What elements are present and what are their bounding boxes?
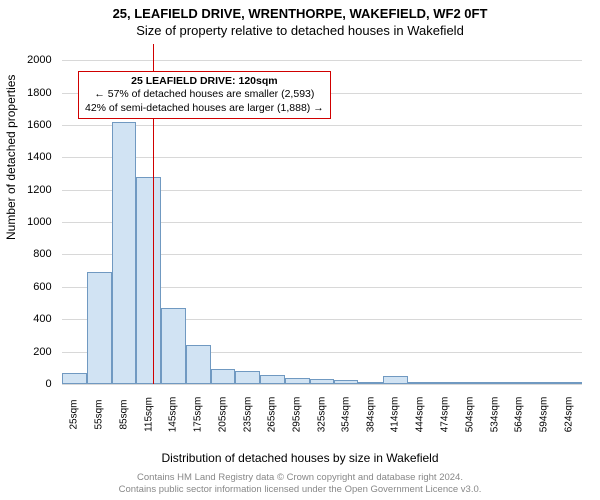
page-title: 25, LEAFIELD DRIVE, WRENTHORPE, WAKEFIEL… bbox=[0, 6, 600, 21]
histogram-bar bbox=[334, 380, 358, 384]
subtitle: Size of property relative to detached ho… bbox=[0, 23, 600, 38]
y-tick-label: 1200 bbox=[27, 184, 51, 196]
x-tick-label: 384sqm bbox=[365, 397, 376, 433]
x-tick-label: 624sqm bbox=[563, 397, 574, 433]
y-tick-label: 2000 bbox=[27, 54, 51, 66]
infobox: 25 LEAFIELD DRIVE: 120sqm← 57% of detach… bbox=[78, 71, 331, 120]
histogram-bar bbox=[433, 382, 458, 384]
x-tick-label: 504sqm bbox=[464, 397, 475, 433]
x-tick-label: 85sqm bbox=[118, 399, 129, 429]
x-tick-label: 175sqm bbox=[193, 397, 204, 433]
x-tick-label: 235sqm bbox=[242, 397, 253, 433]
x-tick-label: 325sqm bbox=[317, 397, 328, 433]
x-tick-label: 145sqm bbox=[168, 397, 179, 433]
x-tick-label: 354sqm bbox=[340, 397, 351, 433]
infobox-line-1: 25 LEAFIELD DRIVE: 120sqm bbox=[85, 75, 324, 89]
histogram-bar bbox=[532, 382, 557, 384]
histogram-bar bbox=[507, 382, 532, 384]
histogram-bar bbox=[408, 382, 433, 384]
infobox-line-2: ← 57% of detached houses are smaller (2,… bbox=[85, 88, 324, 102]
chart-container: 25, LEAFIELD DRIVE, WRENTHORPE, WAKEFIEL… bbox=[0, 0, 600, 500]
x-tick-label: 444sqm bbox=[415, 397, 426, 433]
gridline bbox=[62, 384, 582, 385]
gridline bbox=[62, 125, 582, 126]
y-tick-label: 200 bbox=[33, 346, 51, 358]
x-tick-label: 414sqm bbox=[390, 397, 401, 433]
histogram-bar bbox=[87, 272, 112, 384]
histogram-bar bbox=[285, 378, 310, 384]
x-tick-label: 25sqm bbox=[69, 399, 80, 429]
histogram-bar bbox=[260, 375, 285, 384]
histogram-bar bbox=[310, 379, 335, 384]
x-tick-label: 534sqm bbox=[489, 397, 500, 433]
x-tick-label: 564sqm bbox=[514, 397, 525, 433]
x-tick-label: 594sqm bbox=[539, 397, 550, 433]
histogram-bar bbox=[235, 371, 260, 384]
y-tick-label: 400 bbox=[33, 313, 51, 325]
histogram-bar bbox=[62, 373, 87, 384]
x-tick-label: 205sqm bbox=[217, 397, 228, 433]
histogram-bar bbox=[161, 308, 186, 384]
y-tick-label: 1600 bbox=[27, 119, 51, 131]
y-tick-label: 0 bbox=[45, 378, 51, 390]
histogram-bar bbox=[383, 376, 408, 384]
y-tick-label: 800 bbox=[33, 248, 51, 260]
y-tick-label: 1400 bbox=[27, 151, 51, 163]
x-axis-label: Distribution of detached houses by size … bbox=[0, 451, 600, 465]
histogram-bar bbox=[457, 382, 482, 384]
y-tick-label: 600 bbox=[33, 281, 51, 293]
x-tick-label: 115sqm bbox=[143, 397, 154, 432]
histogram-bar bbox=[556, 382, 582, 384]
histogram-bar bbox=[482, 382, 507, 384]
gridline bbox=[62, 157, 582, 158]
histogram-bar bbox=[211, 369, 236, 384]
credit-text: Contains HM Land Registry data © Crown c… bbox=[0, 472, 600, 495]
histogram-bar bbox=[358, 382, 383, 384]
x-tick-label: 265sqm bbox=[267, 397, 278, 433]
y-tick-label: 1800 bbox=[27, 87, 51, 99]
credit-line-2: Contains public sector information licen… bbox=[0, 484, 600, 495]
x-tick-label: 55sqm bbox=[94, 399, 105, 429]
infobox-line-3: 42% of semi-detached houses are larger (… bbox=[85, 102, 324, 116]
histogram-bar bbox=[186, 345, 211, 384]
histogram-bar bbox=[136, 177, 161, 384]
plot-area: 020040060080010001200140016001800200025s… bbox=[62, 44, 582, 384]
histogram-bar bbox=[112, 122, 137, 384]
x-tick-label: 295sqm bbox=[292, 397, 303, 433]
gridline bbox=[62, 60, 582, 61]
y-tick-label: 1000 bbox=[27, 216, 51, 228]
credit-line-1: Contains HM Land Registry data © Crown c… bbox=[0, 472, 600, 483]
x-tick-label: 474sqm bbox=[439, 397, 450, 433]
y-axis-label: Number of detached properties bbox=[4, 75, 18, 240]
